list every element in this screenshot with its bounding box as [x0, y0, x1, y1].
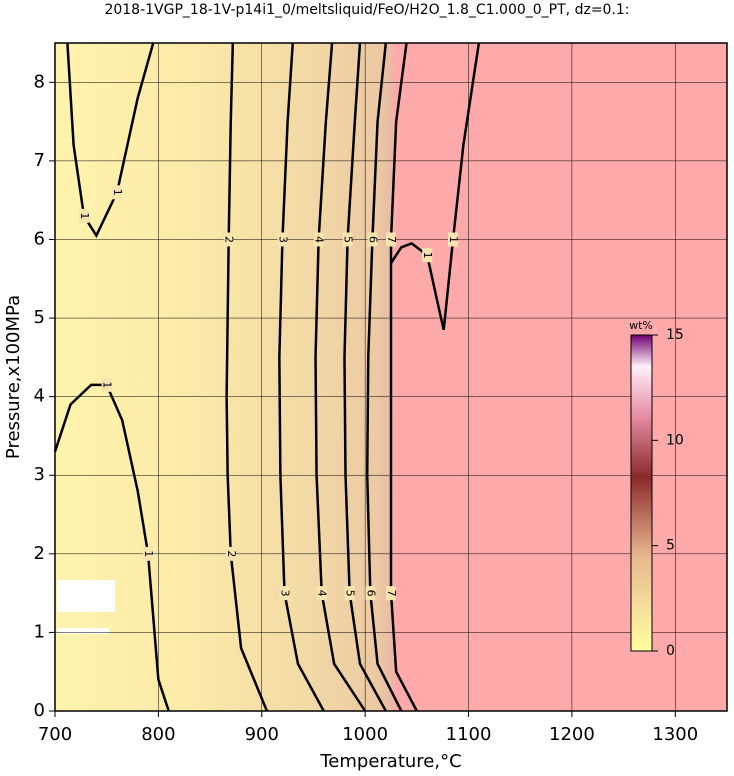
contour-label-bg — [365, 586, 376, 601]
contour-line — [389, 42, 481, 331]
contour-label: 1 — [142, 550, 155, 557]
y-tick-label: 5 — [34, 307, 45, 328]
colorbar — [630, 334, 653, 652]
contour-label: 5 — [344, 590, 357, 597]
colorbar-tick-label: 5 — [666, 538, 675, 554]
contour-label-bg — [344, 586, 355, 601]
contour-line — [314, 42, 367, 712]
contour-label: 2 — [223, 236, 236, 243]
contour-label: 4 — [316, 590, 329, 597]
contour-label: 1 — [447, 236, 460, 243]
contour-label: 2 — [225, 550, 238, 557]
contour-label-bg — [225, 546, 236, 561]
x-tick-label: 1300 — [652, 724, 698, 745]
y-tick-label: 8 — [34, 71, 45, 92]
contour-line — [389, 42, 418, 712]
contour-label: 1 — [421, 252, 434, 259]
blank-patch — [57, 580, 115, 612]
contour-line — [343, 42, 387, 712]
x-tick-label: 1000 — [342, 724, 388, 745]
contour-line — [66, 42, 155, 239]
x-tick-label: 700 — [38, 724, 72, 745]
colorbar-label: wt% — [629, 319, 653, 332]
contour-label: 5 — [342, 236, 355, 243]
blank-patch — [57, 628, 109, 634]
contour-label-bg — [386, 232, 396, 247]
contour-label-bg — [316, 586, 327, 601]
contour-line — [225, 42, 269, 712]
contour-label-bg — [143, 546, 154, 561]
contour-label-bg — [342, 232, 353, 247]
contour-label-bg — [313, 232, 324, 247]
contour-label-bg — [448, 232, 459, 247]
contour-label: 6 — [366, 236, 379, 243]
x-tick-label: 800 — [141, 724, 175, 745]
x-tick-label: 1200 — [549, 724, 595, 745]
contour-label-bg — [101, 377, 112, 392]
y-tick-label: 1 — [34, 621, 45, 642]
contour-label: 4 — [313, 236, 326, 243]
x-tick-label: 900 — [245, 724, 279, 745]
colorbar-tick-label: 10 — [666, 432, 684, 448]
colorbar-tick-label: 15 — [666, 327, 684, 343]
contour-line — [278, 42, 325, 712]
y-tick-label: 3 — [34, 464, 45, 485]
contour-label-bg — [386, 586, 396, 601]
y-tick-label: 7 — [34, 150, 45, 171]
contour-label-bg — [277, 232, 288, 247]
colorbar-tick-label: 0 — [666, 643, 675, 659]
contour-label: 3 — [279, 590, 292, 597]
contour-label: 1 — [111, 189, 124, 196]
contour-label: 3 — [276, 236, 289, 243]
contour-label: 1 — [78, 212, 91, 219]
contour-label: 1 — [101, 381, 114, 388]
contour-label-bg — [422, 248, 433, 263]
contour-label-bg — [367, 232, 378, 247]
y-tick-label: 4 — [34, 386, 45, 407]
y-tick-label: 0 — [34, 700, 45, 721]
contour-label: 7 — [385, 590, 398, 597]
contour-line — [53, 383, 170, 712]
y-tick-label: 6 — [34, 228, 45, 249]
plot-frame — [54, 42, 728, 712]
y-tick-label: 2 — [34, 543, 45, 564]
contour-label-bg — [78, 208, 89, 223]
contour-label-bg — [112, 185, 123, 200]
chart-title: 2018-1VGP_18-1V-p14i1_0/meltsliquid/FeO/… — [104, 2, 629, 18]
contour-label: 6 — [364, 590, 377, 597]
contour-label: 7 — [385, 236, 398, 243]
contour-label-bg — [223, 232, 234, 247]
x-axis-label: Temperature,°C — [319, 751, 461, 772]
y-axis-label: Pressure,x100MPa — [3, 295, 24, 459]
contour-line — [365, 42, 403, 712]
x-tick-label: 1100 — [446, 724, 492, 745]
contour-label-bg — [279, 586, 290, 601]
